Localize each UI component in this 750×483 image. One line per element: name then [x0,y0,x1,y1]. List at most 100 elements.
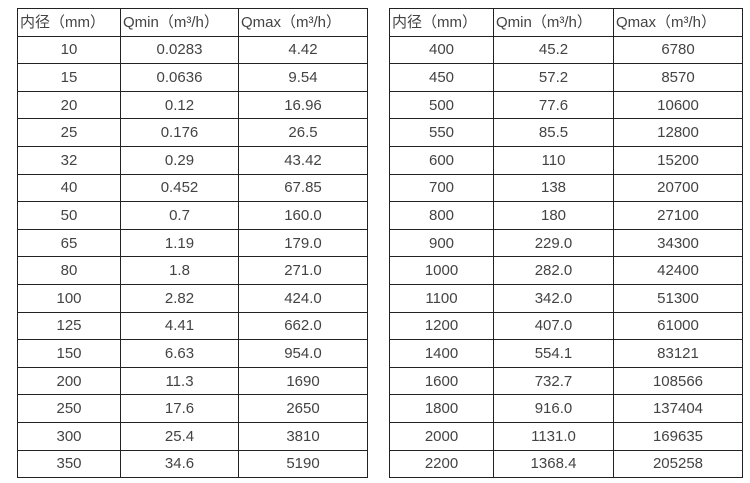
column-header: Qmin（m³/h） [493,8,614,37]
table-row: 550 85.5 12800 [389,118,743,147]
table-cell: 900 [389,228,494,258]
table-cell: 10600 [613,90,743,120]
table-cell: 4.42 [238,35,368,65]
table-cell: 3810 [238,421,368,451]
table-cell: 205258 [613,449,743,479]
table-cell: 500 [389,90,494,120]
column-header: 内径（mm） [17,8,121,37]
table-cell: 34300 [613,228,743,258]
table-cell: 350 [17,449,121,479]
table-cell: 1131.0 [493,421,614,451]
table-cell: 138 [493,173,614,203]
table-row: 10 0.0283 4.42 [17,35,368,65]
table-cell: 700 [389,173,494,203]
table-cell: 51300 [613,283,743,313]
table-cell: 1690 [238,366,368,396]
table-cell: 77.6 [493,90,614,120]
table-cell: 8570 [613,63,743,92]
table-cell: 424.0 [238,283,368,313]
table-row: 25 0.176 26.5 [17,118,368,147]
table-cell: 0.0283 [120,35,239,65]
table-cell: 0.12 [120,90,239,120]
table-row: 600 110 15200 [389,145,743,175]
table-cell: 916.0 [493,394,614,423]
table-row: 15 0.0636 9.54 [17,63,368,92]
table-cell: 25.4 [120,421,239,451]
table-row: 2200 1368.4 205258 [389,449,743,479]
table-row: 300 25.4 3810 [17,421,368,451]
column-header: Qmax（m³/h） [613,8,743,37]
table-cell: 954.0 [238,339,368,368]
table-cell: 125 [17,311,121,341]
table-cell: 67.85 [238,173,368,203]
table-cell: 1000 [389,256,494,285]
table-cell: 42400 [613,256,743,285]
table-cell: 0.29 [120,145,239,175]
table-cell: 40 [17,173,121,203]
table-cell: 600 [389,145,494,175]
table-row: 100 2.82 424.0 [17,283,368,313]
table-cell: 0.452 [120,173,239,203]
table-cell: 85.5 [493,118,614,147]
table-cell: 1.19 [120,228,239,258]
table-cell: 400 [389,35,494,65]
table-row: 125 4.41 662.0 [17,311,368,341]
table-row: 65 1.19 179.0 [17,228,368,258]
table-cell: 11.3 [120,366,239,396]
table-cell: 1100 [389,283,494,313]
table-cell: 6.63 [120,339,239,368]
table-row: 350 34.6 5190 [17,449,368,479]
table-cell: 10 [17,35,121,65]
table-cell: 1200 [389,311,494,341]
table-cell: 4.41 [120,311,239,341]
table-cell: 169635 [613,421,743,451]
table-cell: 27100 [613,201,743,230]
table-cell: 43.42 [238,145,368,175]
table-cell: 45.2 [493,35,614,65]
table-cell: 108566 [613,366,743,396]
table-cell: 662.0 [238,311,368,341]
table-cell: 16.96 [238,90,368,120]
table-cell: 0.7 [120,201,239,230]
table-cell: 229.0 [493,228,614,258]
table-cell: 83121 [613,339,743,368]
flow-table-small-diameters: 内径（mm） Qmin（m³/h） Qmax（m³/h） 10 0.0283 4.42 15… [17,8,368,479]
table-cell: 15200 [613,145,743,175]
table-row: 1400 554.1 83121 [389,339,743,368]
table-cell: 250 [17,394,121,423]
header-row: 内径（mm） Qmin（m³/h） Qmax（m³/h） [389,8,743,37]
table-row: 20 0.12 16.96 [17,90,368,120]
table-row: 2000 1131.0 169635 [389,421,743,451]
table-cell: 407.0 [493,311,614,341]
table-row: 1000 282.0 42400 [389,256,743,285]
table-cell: 180 [493,201,614,230]
table-row: 500 77.6 10600 [389,90,743,120]
table-row: 400 45.2 6780 [389,35,743,65]
table-cell: 342.0 [493,283,614,313]
table-cell: 1400 [389,339,494,368]
table-cell: 100 [17,283,121,313]
table-cell: 1.8 [120,256,239,285]
table-cell: 1600 [389,366,494,396]
table-cell: 2.82 [120,283,239,313]
table-row: 150 6.63 954.0 [17,339,368,368]
table-cell: 26.5 [238,118,368,147]
table-cell: 20700 [613,173,743,203]
table-cell: 2200 [389,449,494,479]
table-row: 450 57.2 8570 [389,63,743,92]
table-row: 250 17.6 2650 [17,394,368,423]
table-row: 200 11.3 1690 [17,366,368,396]
table-cell: 15 [17,63,121,92]
table-cell: 2000 [389,421,494,451]
table-cell: 800 [389,201,494,230]
table-cell: 80 [17,256,121,285]
table-cell: 450 [389,63,494,92]
table-row: 40 0.452 67.85 [17,173,368,203]
table-row: 800 180 27100 [389,201,743,230]
table-row: 900 229.0 34300 [389,228,743,258]
table-cell: 300 [17,421,121,451]
table-cell: 0.176 [120,118,239,147]
table-row: 1800 916.0 137404 [389,394,743,423]
table-cell: 65 [17,228,121,258]
